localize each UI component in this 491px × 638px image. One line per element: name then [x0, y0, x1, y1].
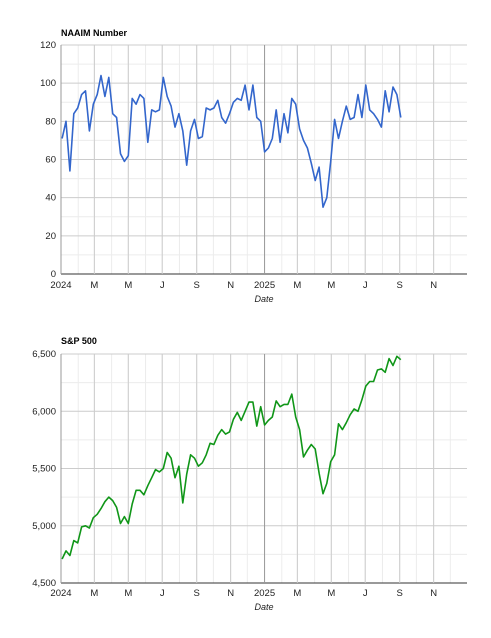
x-tick-label: S [397, 588, 403, 599]
x-tick-label: J [160, 588, 165, 599]
chart-title: NAAIM Number [61, 28, 127, 38]
x-tick-label: M [124, 280, 132, 291]
y-tick-label: 80 [45, 116, 56, 127]
y-tick-label: 40 [45, 193, 56, 204]
x-tick-label: 2025 [254, 588, 275, 599]
x-axis-label: Date [254, 602, 273, 612]
chart-title: S&P 500 [61, 336, 97, 346]
x-tick-label: M [124, 588, 132, 599]
naaim-chart: NAAIM Number 0 20 40 60 80 100 120 2024 M M J S N 2025… [40, 28, 467, 304]
x-tick-label: S [397, 280, 403, 291]
x-tick-label: S [194, 280, 200, 291]
x-tick-label: N [227, 280, 234, 291]
x-tick-label: M [327, 280, 335, 291]
x-tick-label: M [90, 588, 98, 599]
y-tick-label: 6,500 [32, 349, 56, 360]
y-tick-label: 20 [45, 231, 56, 242]
x-tick-label: M [90, 280, 98, 291]
x-tick-label: 2025 [254, 280, 275, 291]
y-tick-label: 120 [40, 40, 56, 51]
x-tick-label: M [327, 588, 335, 599]
x-axis-label: Date [254, 294, 273, 304]
x-tick-label: 2024 [50, 280, 71, 291]
x-tick-label: J [363, 280, 368, 291]
x-tick-label: N [227, 588, 234, 599]
y-tick-label: 100 [40, 78, 56, 89]
y-tick-label: 0 [51, 269, 56, 280]
y-tick-label: 60 [45, 155, 56, 166]
x-tick-label: 2024 [50, 588, 71, 599]
x-tick-label: M [293, 280, 301, 291]
series-line [61, 355, 402, 560]
x-tick-label: N [430, 280, 437, 291]
y-tick-label: 5,000 [32, 521, 56, 532]
x-tick-label: J [160, 280, 165, 291]
x-tick-label: M [293, 588, 301, 599]
x-tick-label: J [363, 588, 368, 599]
x-tick-label: S [194, 588, 200, 599]
sp500-chart: S&P 500 4,500 5,000 5,500 6,000 6,500 2024 M M J S… [32, 336, 467, 612]
y-tick-label: 5,500 [32, 464, 56, 475]
y-tick-label: 4,500 [32, 578, 56, 589]
y-tick-label: 6,000 [32, 406, 56, 417]
series-line [61, 74, 402, 208]
x-tick-label: N [430, 588, 437, 599]
